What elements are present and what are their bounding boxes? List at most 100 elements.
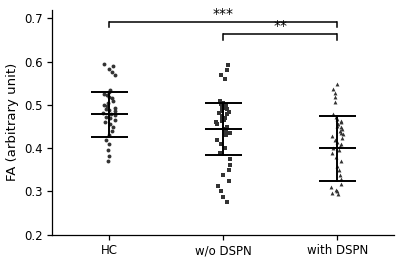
Point [330, 146, 336, 150]
Point [108, 96, 115, 100]
Point [218, 102, 224, 106]
Point [220, 101, 226, 105]
Point [222, 103, 229, 108]
Point [219, 109, 225, 113]
Point [220, 195, 226, 199]
Point [332, 138, 338, 142]
Point [110, 64, 116, 68]
Point [101, 92, 107, 96]
Point [333, 163, 340, 168]
Point [338, 125, 344, 130]
Point [214, 138, 220, 142]
Point [225, 179, 232, 183]
Point [337, 173, 344, 177]
Point [333, 188, 340, 192]
Point [215, 184, 221, 188]
Point [218, 73, 224, 77]
Point [105, 148, 111, 153]
Point [221, 77, 228, 81]
Point [104, 104, 110, 108]
Point [224, 107, 230, 112]
Point [336, 168, 342, 172]
Point [333, 115, 340, 119]
Point [100, 111, 107, 115]
Point [218, 189, 224, 194]
Point [104, 159, 111, 163]
Point [334, 122, 341, 126]
Point [111, 105, 118, 110]
Point [334, 82, 340, 86]
Point [336, 129, 343, 133]
Point [332, 99, 338, 104]
Point [107, 88, 113, 92]
Point [112, 73, 119, 77]
Point [103, 107, 109, 111]
Point [102, 138, 109, 142]
Point [108, 129, 115, 133]
Point [106, 142, 112, 146]
Point [213, 120, 219, 124]
Point [335, 193, 341, 197]
Point [223, 133, 229, 137]
Point [214, 122, 221, 126]
Point [338, 159, 344, 163]
Point [224, 112, 230, 117]
Point [334, 117, 340, 121]
Point [105, 101, 111, 105]
Point [328, 134, 335, 138]
Point [338, 181, 344, 186]
Point [334, 140, 340, 144]
Point [220, 173, 226, 177]
Point [103, 115, 109, 119]
Point [223, 124, 230, 129]
Point [108, 112, 114, 116]
Point [223, 129, 230, 133]
Point [216, 111, 222, 115]
Point [218, 105, 225, 109]
Point [106, 67, 112, 71]
Point [330, 112, 336, 117]
Point [338, 120, 344, 124]
Point [216, 150, 223, 155]
Point [332, 91, 339, 95]
Point [226, 110, 233, 114]
Point [101, 103, 107, 107]
Point [106, 108, 112, 112]
Point [340, 132, 346, 136]
Point [227, 131, 234, 135]
Point [112, 113, 118, 118]
Point [334, 189, 340, 194]
Point [218, 142, 224, 146]
Point [102, 120, 108, 124]
Text: ***: *** [213, 7, 234, 21]
Point [224, 68, 231, 73]
Point [106, 90, 113, 94]
Point [106, 95, 113, 99]
Point [109, 124, 116, 129]
Point [338, 142, 344, 146]
Point [222, 116, 229, 120]
Point [101, 62, 107, 66]
Point [338, 118, 344, 123]
Point [221, 127, 227, 131]
Point [339, 136, 345, 140]
Point [224, 200, 230, 204]
Point [339, 127, 346, 131]
Point [112, 109, 118, 114]
Text: **: ** [274, 19, 288, 33]
Point [338, 130, 344, 135]
Point [329, 191, 335, 195]
Point [106, 133, 112, 137]
Point [336, 148, 343, 153]
Point [219, 115, 226, 119]
Point [103, 93, 110, 98]
Point [227, 163, 233, 167]
Point [337, 144, 343, 148]
Point [109, 70, 116, 74]
Point [332, 155, 339, 159]
Point [225, 63, 232, 67]
Point [106, 122, 113, 127]
Point [227, 157, 234, 161]
Point [107, 116, 113, 120]
Point [329, 150, 335, 155]
